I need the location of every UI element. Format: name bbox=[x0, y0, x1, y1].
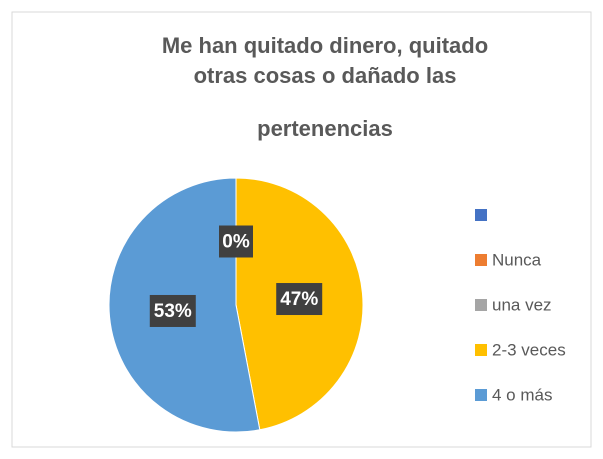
legend-swatch bbox=[475, 209, 487, 221]
chart-title: Me han quitado dinero, quitado bbox=[162, 33, 488, 58]
data-label-bg bbox=[276, 283, 323, 316]
data-label-bg bbox=[149, 294, 196, 327]
legend-label: una vez bbox=[492, 295, 552, 314]
legend-label: 2-3 veces bbox=[492, 340, 566, 359]
legend-label: 4 o más bbox=[492, 385, 552, 404]
data-label: 53% bbox=[154, 301, 192, 322]
legend-swatch bbox=[475, 389, 487, 401]
chart-title: otras cosas o dañado las bbox=[194, 63, 457, 88]
legend-swatch bbox=[475, 344, 487, 356]
legend-label: Nunca bbox=[492, 250, 542, 269]
data-label: 0% bbox=[222, 232, 250, 253]
data-label-bg bbox=[219, 225, 253, 258]
legend-swatch bbox=[475, 299, 487, 311]
data-label: 47% bbox=[280, 289, 318, 310]
chart-title: pertenencias bbox=[257, 116, 393, 141]
legend-swatch bbox=[475, 254, 487, 266]
